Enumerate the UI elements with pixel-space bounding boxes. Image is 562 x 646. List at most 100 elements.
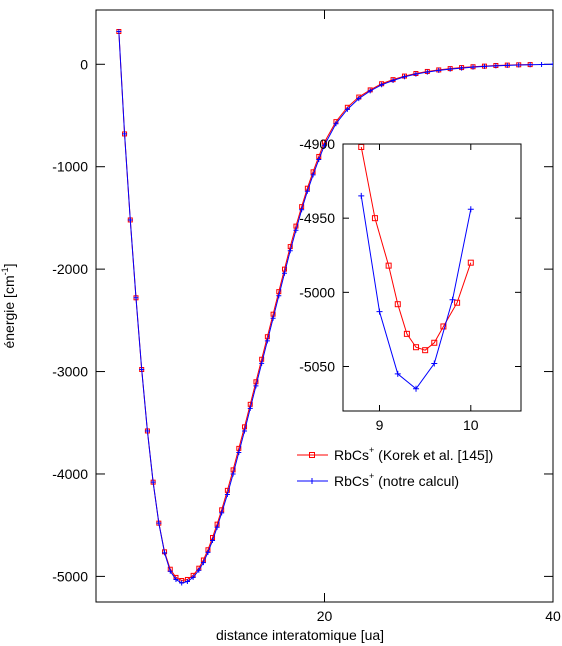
inset-point-notre	[431, 360, 438, 367]
main-point-notre	[200, 560, 206, 566]
main-point-notre	[190, 574, 196, 580]
main-point-notre	[230, 471, 236, 477]
main-y-tick-label: -2000	[52, 261, 88, 277]
y-axis-label-exponent: -1	[0, 267, 10, 275]
inset-y-tick-label: -4950	[299, 210, 335, 226]
main-point-notre	[219, 510, 225, 516]
main-point-notre	[516, 62, 522, 68]
legend-marker-notre	[309, 478, 315, 484]
inset-point-notre	[467, 206, 474, 213]
main-point-notre	[214, 524, 220, 530]
inset-point-korek	[431, 339, 438, 346]
inset-point-korek	[394, 301, 401, 308]
inset-series-clip	[358, 144, 474, 392]
inset-point-korek	[403, 330, 410, 337]
main-point-notre	[379, 82, 385, 88]
inset-point-korek	[440, 323, 447, 330]
main-point-notre	[316, 157, 322, 163]
main-point-notre	[184, 579, 190, 585]
inset-point-korek	[454, 299, 461, 306]
y-axis-label-end: ]	[1, 263, 17, 267]
main-point-notre	[276, 293, 282, 299]
y-axis-label: énergie [cm-1]	[0, 263, 17, 348]
inset-point-korek	[413, 344, 420, 351]
main-point-notre	[236, 449, 242, 455]
main-point-notre	[282, 270, 288, 276]
main-y-tick-label: -5000	[52, 568, 88, 584]
main-point-notre	[205, 549, 211, 555]
main-point-notre	[550, 61, 553, 67]
main-point-notre	[447, 66, 453, 72]
inset-plot-background	[343, 144, 521, 411]
main-point-notre	[133, 295, 139, 301]
main-point-notre	[367, 88, 373, 94]
main-series-group	[116, 29, 553, 586]
inset-point-notre	[376, 308, 383, 315]
main-point-notre	[156, 520, 162, 526]
main-point-notre	[150, 479, 156, 485]
main-point-notre	[196, 567, 202, 573]
main-point-notre	[264, 338, 270, 344]
main-point-notre	[210, 538, 216, 544]
inset-plot: -4900 -4950 -5000 -5050 9 10	[299, 136, 522, 433]
main-point-notre	[401, 74, 407, 80]
main-point-notre	[539, 61, 545, 67]
inset-point-korek	[422, 347, 429, 354]
main-point-notre	[527, 62, 533, 68]
main-series-line-notre	[118, 31, 553, 584]
inset-y-tick-label: -4900	[299, 136, 335, 152]
main-point-notre	[310, 172, 316, 178]
inset-x-tick-label: 9	[376, 417, 384, 433]
main-point-notre	[344, 106, 350, 112]
main-plot: 0 -1000 -2000 -3000 -4000 -5000 20 40	[52, 9, 561, 624]
inset-point-korek	[467, 259, 474, 266]
inset-series-group	[358, 144, 474, 392]
main-point-notre	[413, 71, 419, 77]
main-point-notre	[253, 383, 259, 389]
main-point-notre	[481, 63, 487, 69]
y-axis-label-main: énergie [cm	[1, 275, 17, 348]
main-y-tick-label: 0	[80, 56, 88, 72]
main-point-notre	[333, 121, 339, 127]
main-point-notre	[493, 63, 499, 69]
legend: RbCs+ (Korek et al. [145]) RbCs+ (notre …	[297, 445, 493, 489]
inset-x-tick-label: 10	[463, 417, 479, 433]
main-point-notre	[247, 405, 253, 411]
main-point-notre	[299, 207, 305, 213]
inset-series-line-korek	[360, 146, 472, 351]
main-point-notre	[293, 227, 299, 233]
legend-label-notre: RbCs+ (notre calcul)	[334, 471, 459, 489]
main-point-notre	[459, 65, 465, 71]
main-point-notre	[470, 64, 476, 70]
main-point-notre	[144, 428, 150, 434]
main-point-notre	[242, 428, 248, 434]
legend-entry-korek: RbCs+ (Korek et al. [145])	[297, 445, 493, 463]
main-point-notre	[424, 69, 430, 75]
main-point-notre	[122, 131, 128, 137]
main-point-notre	[322, 142, 327, 148]
main-point-notre	[116, 29, 122, 35]
main-y-tick-label: -4000	[52, 466, 88, 482]
main-point-notre	[127, 217, 133, 223]
inset-point-korek	[371, 215, 378, 222]
main-series-clip	[116, 29, 553, 586]
inset-point-notre	[449, 296, 456, 303]
legend-entry-notre: RbCs+ (notre calcul)	[297, 471, 459, 489]
main-y-tick-label: -3000	[52, 364, 88, 380]
main-point-notre	[259, 360, 265, 366]
main-point-notre	[139, 367, 145, 373]
legend-label-korek: RbCs+ (Korek et al. [145])	[334, 445, 493, 463]
main-point-notre	[504, 62, 510, 68]
main-point-notre	[224, 491, 230, 497]
main-point-notre	[270, 315, 276, 321]
main-point-notre	[436, 67, 442, 73]
main-point-notre	[356, 96, 362, 102]
main-axis-ticks: 0 -1000 -2000 -3000 -4000 -5000 20 40	[52, 10, 561, 624]
main-point-notre	[390, 77, 396, 83]
main-point-notre	[173, 576, 179, 582]
main-point-notre	[179, 580, 185, 586]
inset-plot-frame	[342, 143, 522, 412]
inset-axis-ticks: -4900 -4950 -5000 -5050 9 10	[299, 136, 521, 433]
main-y-tick-label: -1000	[52, 159, 88, 175]
